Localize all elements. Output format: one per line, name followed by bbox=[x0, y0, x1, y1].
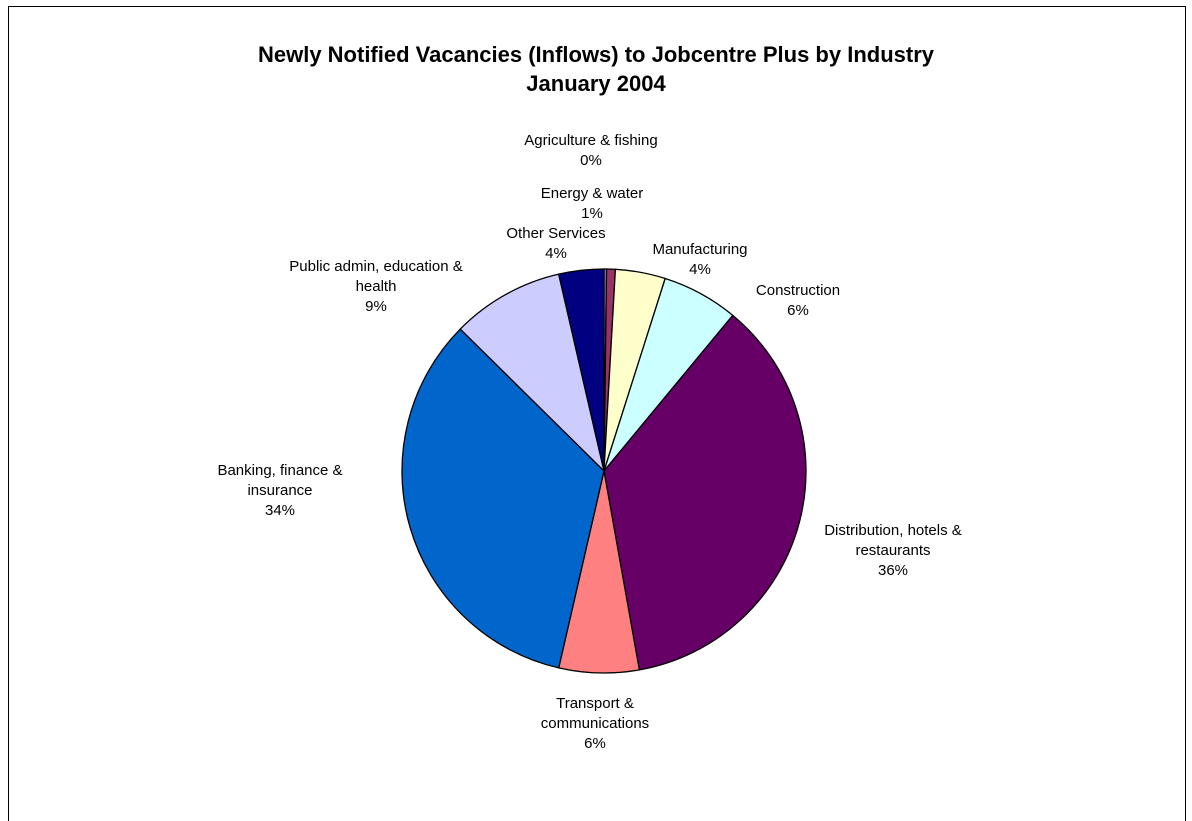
pie-slices bbox=[401, 268, 807, 674]
pie-slice-public-admin-education-health bbox=[459, 273, 606, 474]
slice-label-other-services: Other Services 4% bbox=[506, 225, 605, 262]
pie-slice-banking-finance-insurance bbox=[401, 328, 605, 669]
chart-area bbox=[8, 6, 1186, 821]
pie-labels: Agriculture & fishing 0% Energy & water 1%M… bbox=[217, 132, 961, 752]
slice-label-distribution-hotels-restaurants: Distribution, hotels & restaurants 36% bbox=[824, 522, 962, 579]
slice-label-transport-communications: Transport & communications 6% bbox=[541, 695, 649, 752]
chart-title: Newly Notified Vacancies (Inflows) to Jo… bbox=[0, 40, 1192, 98]
slice-label-manufacturing: Manufacturing 4% bbox=[652, 241, 747, 278]
pie-slice-other-services bbox=[557, 268, 605, 472]
slice-label-construction: Construction 6% bbox=[756, 282, 840, 319]
slice-label-agriculture-fishing: Agriculture & fishing 0% bbox=[524, 132, 657, 169]
pie-slice-distribution-hotels-restaurants bbox=[603, 314, 807, 671]
chart-subtitle: January 2004 bbox=[526, 71, 666, 96]
slice-label-banking-finance-insurance: Banking, finance & insurance 34% bbox=[217, 462, 342, 519]
slice-label-energy-water: Energy & water 1% bbox=[541, 185, 644, 222]
slice-label-public-admin-education-health: Public admin, education & health 9% bbox=[289, 258, 462, 315]
chart-title-line1: Newly Notified Vacancies (Inflows) to Jo… bbox=[257, 42, 935, 67]
